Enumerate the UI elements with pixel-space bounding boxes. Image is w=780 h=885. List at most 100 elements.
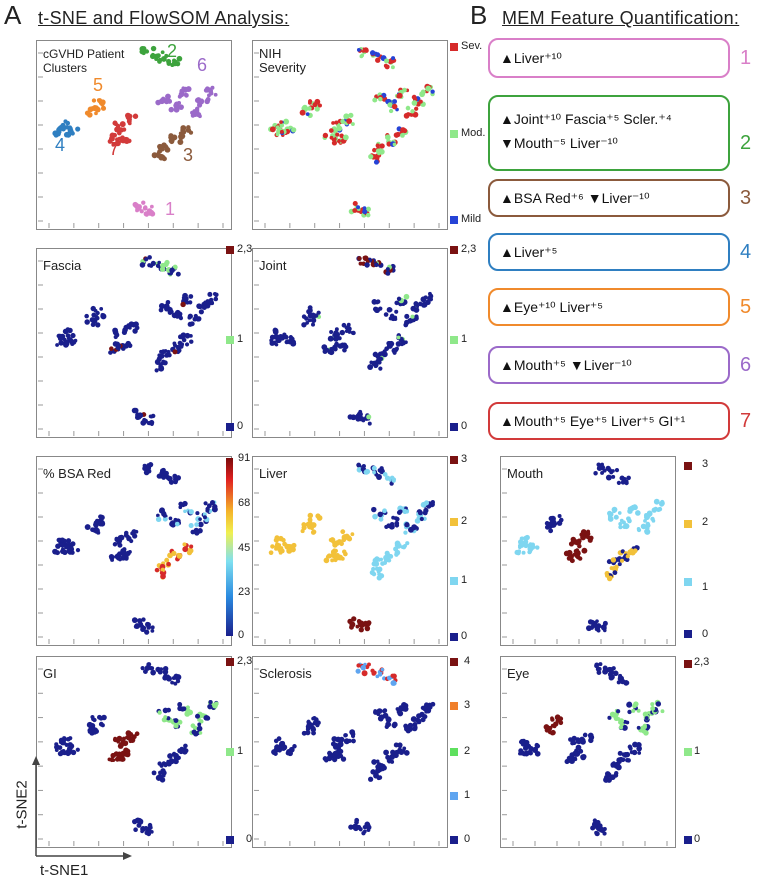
scatter-point	[347, 738, 352, 744]
scatter-point	[328, 537, 333, 543]
scatter-point	[334, 120, 339, 125]
scatter-point	[195, 511, 200, 516]
scatter-point	[146, 662, 152, 667]
scatter-point	[382, 508, 387, 514]
scatter-point	[371, 759, 377, 765]
scatter-point	[114, 140, 121, 147]
scatter-point	[423, 295, 428, 300]
scatter-point	[650, 702, 655, 707]
legend-swatch	[226, 246, 234, 254]
scatter-point	[139, 262, 146, 268]
scatter-point	[618, 522, 623, 526]
scatter-point	[142, 205, 148, 211]
scatter-point	[201, 304, 207, 311]
scatter-point	[323, 557, 330, 564]
scatter-point	[90, 322, 96, 328]
scatter-point	[187, 315, 192, 320]
scatter-point	[307, 106, 312, 111]
scatter-point	[127, 113, 133, 119]
scatter-point	[148, 414, 153, 419]
legend-swatch	[684, 462, 692, 470]
scatter-point	[189, 544, 194, 549]
scatter-point	[128, 550, 132, 554]
scatter-point	[343, 113, 350, 120]
scatter-point	[585, 534, 591, 540]
scatter-point	[625, 680, 630, 685]
scatter-point	[114, 341, 121, 348]
scatter-point	[650, 516, 655, 522]
scatter-point	[173, 759, 179, 765]
scatter-point	[411, 100, 418, 106]
colorbar-tick: 45	[238, 542, 251, 554]
scatter-point	[424, 709, 429, 714]
scatter-point	[627, 709, 632, 715]
scatter-point	[137, 618, 143, 624]
scatter-point	[346, 322, 351, 327]
axis-arrows	[32, 756, 132, 860]
scatter-point	[569, 558, 575, 564]
scatter-point	[196, 112, 202, 118]
scatter-point	[371, 566, 376, 572]
scatter-point	[392, 350, 397, 355]
plot-bsa-red: % BSA Red	[36, 456, 232, 646]
cluster-number-label: 7	[109, 139, 120, 159]
scatter-point	[402, 508, 408, 515]
scatter-point	[126, 323, 131, 328]
mem-text: ▲Joint⁺¹⁰ Fascia⁺⁵ Scler.⁺⁴	[500, 111, 672, 127]
scatter-point	[414, 314, 419, 319]
scatter-point	[172, 349, 178, 355]
scatter-point	[174, 106, 179, 112]
scatter-point	[393, 315, 398, 320]
scatter-point	[391, 103, 398, 110]
scatter-point	[411, 725, 418, 732]
scatter-point	[167, 753, 173, 759]
scatter-point	[416, 713, 422, 719]
cluster-number-label: 1	[165, 199, 176, 219]
mem-cluster-number: 7	[740, 410, 752, 432]
scatter-point	[629, 750, 634, 755]
scatter-point	[604, 573, 610, 578]
scatter-point	[415, 717, 420, 723]
scatter-point	[621, 520, 626, 525]
scatter-point	[425, 85, 432, 92]
scatter-point	[378, 366, 383, 371]
legend-label: 3	[461, 453, 468, 465]
scatter-point	[202, 515, 207, 520]
scatter-point	[527, 545, 534, 552]
scatter-point	[631, 708, 636, 713]
scatter-point	[65, 120, 71, 126]
scatter-point	[171, 676, 176, 681]
scatter-point	[388, 307, 393, 312]
scatter-point	[523, 542, 529, 549]
scatter-point	[117, 136, 122, 141]
scatter-point	[356, 205, 361, 210]
scatter-point	[372, 513, 378, 520]
scatter-point	[163, 98, 170, 105]
scatter-point	[356, 467, 363, 473]
legend-swatch	[684, 578, 692, 586]
mem-box-cluster-6: ▲Mouth⁺⁵ ▼Liver⁻¹⁰	[488, 346, 730, 384]
scatter-point	[376, 150, 382, 156]
scatter-point	[602, 620, 608, 626]
scatter-point	[168, 516, 173, 521]
scatter-point	[136, 205, 142, 211]
scatter-point	[135, 623, 141, 629]
scatter-point	[396, 296, 402, 301]
scatter-point	[348, 112, 354, 118]
scatter-point	[402, 87, 407, 93]
scatter-point	[386, 675, 392, 681]
scatter-point	[150, 260, 156, 266]
scatter-point	[307, 305, 313, 311]
scatter-point	[171, 58, 177, 63]
scatter-point	[140, 420, 147, 426]
scatter-point	[322, 132, 329, 139]
scatter-point	[194, 97, 201, 103]
legend-label: 0	[246, 833, 253, 845]
scatter-point	[171, 550, 177, 557]
scatter-point	[346, 326, 352, 332]
legend-swatch	[226, 748, 234, 756]
scatter-point	[523, 535, 529, 541]
scatter-point	[357, 620, 363, 626]
scatter-point	[390, 65, 395, 70]
scatter-point	[400, 132, 405, 138]
